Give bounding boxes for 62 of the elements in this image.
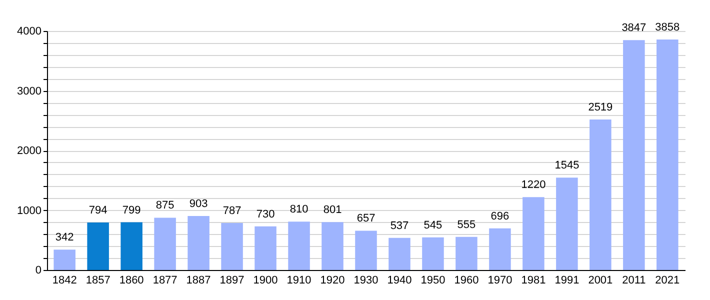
x-tick-label: 1981 <box>521 274 546 286</box>
bar <box>656 39 678 270</box>
bar <box>623 40 645 270</box>
data-label: 696 <box>490 210 510 222</box>
y-tick-label: 4000 <box>17 26 42 38</box>
data-label: 730 <box>256 208 275 220</box>
x-tick-label: 1910 <box>286 274 312 286</box>
bar <box>489 228 511 270</box>
data-label: 3847 <box>622 22 646 34</box>
data-label: 1545 <box>554 160 580 172</box>
x-tick-label: 1897 <box>220 274 244 286</box>
data-label: 537 <box>390 220 409 232</box>
y-tick-label: 0 <box>35 264 42 276</box>
bar <box>556 178 578 270</box>
x-tick-label: 1991 <box>554 274 580 286</box>
data-label: 545 <box>424 219 442 232</box>
data-label: 1220 <box>521 179 546 192</box>
bar <box>188 216 210 270</box>
x-tick-label: 2011 <box>622 274 646 286</box>
x-tick-label: 1860 <box>119 274 144 286</box>
data-label: 801 <box>323 204 342 216</box>
x-tick-label: 1930 <box>354 274 378 286</box>
y-tick-label: 3000 <box>17 85 42 98</box>
x-tick-label: 1877 <box>152 274 178 286</box>
x-tick-label: 1900 <box>253 274 278 286</box>
bar <box>322 222 344 270</box>
x-tick-label: 1857 <box>86 274 110 286</box>
data-label: 2519 <box>588 101 613 114</box>
data-label: 657 <box>356 212 376 225</box>
bar <box>456 236 478 270</box>
x-tick-label: 1960 <box>454 274 479 286</box>
bar <box>120 222 142 270</box>
data-label: 794 <box>88 204 108 217</box>
data-label: 810 <box>290 204 308 216</box>
bar <box>288 222 310 270</box>
x-tick-label: 1950 <box>420 274 446 286</box>
bar <box>422 237 444 270</box>
y-tick-label: 1000 <box>17 204 42 217</box>
data-label: 555 <box>457 218 476 231</box>
x-tick-label: 1842 <box>52 274 77 286</box>
x-tick-label: 1920 <box>320 274 345 286</box>
x-tick-label: 2021 <box>655 274 680 286</box>
bar <box>388 238 410 270</box>
bar <box>355 230 377 270</box>
data-label: 799 <box>122 204 141 216</box>
data-label: 3858 <box>655 21 680 34</box>
y-tick-label: 2000 <box>17 145 42 157</box>
bar <box>221 222 243 270</box>
bar <box>54 250 76 270</box>
bar <box>522 197 544 270</box>
bar <box>87 222 109 270</box>
data-label: 342 <box>55 232 74 244</box>
x-tick-label: 2001 <box>588 274 613 286</box>
data-label: 787 <box>222 204 242 217</box>
bar <box>154 218 176 270</box>
x-tick-label: 1970 <box>488 274 512 286</box>
x-tick-label: 1940 <box>387 274 412 286</box>
bar <box>590 119 612 270</box>
bar <box>254 226 276 270</box>
x-tick-label: 1887 <box>186 274 211 286</box>
data-label: 903 <box>189 198 208 210</box>
data-label: 875 <box>156 200 174 212</box>
